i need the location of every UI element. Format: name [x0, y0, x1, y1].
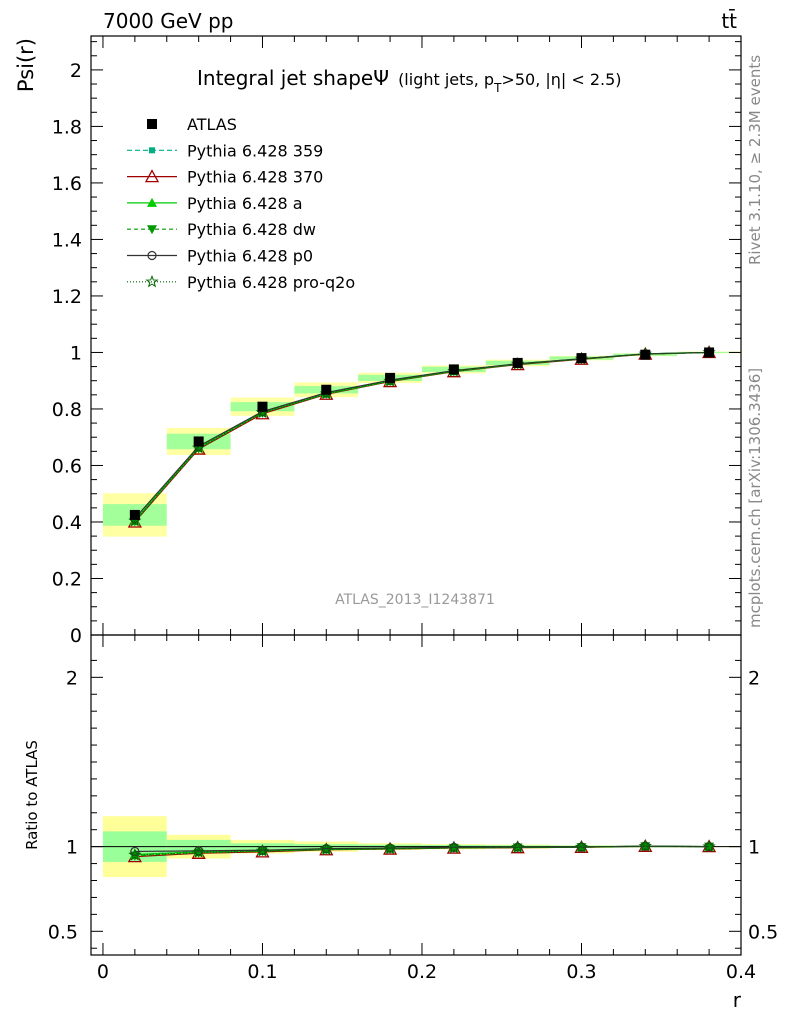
legend: ATLAS Pythia 6.428 359 Pythia 6.428 370 Pyt…	[127, 115, 355, 292]
ratio-series-4-point-0	[130, 846, 140, 857]
analysis-watermark: ATLAS_2013_I1243871	[335, 592, 495, 608]
data-point-6	[512, 357, 523, 368]
ratio-tick-label-2: 2	[66, 667, 78, 689]
ratio-tick-label-1: 1	[66, 837, 78, 859]
data-point-5	[448, 364, 459, 375]
y-tick-label-4: 0.8	[52, 399, 82, 421]
ratio-series-line-4	[134, 845, 710, 853]
ratio-series-5-point-8	[638, 839, 652, 852]
legend-label-6: Pythia 6.428 pro-q2o	[187, 273, 355, 292]
ratio-series-5-point-0	[128, 848, 142, 861]
legend-label-2: Pythia 6.428 370	[187, 168, 323, 187]
ratio-series-5-point-3	[319, 842, 333, 855]
x-tick-label-4: 0.4	[726, 961, 756, 983]
ratio-series-5-point-9	[702, 839, 716, 853]
ratio-series-5-point-2	[255, 844, 270, 857]
chart-title-sub-subscript: T	[493, 81, 502, 95]
series-line-4	[134, 351, 710, 519]
data-point-8	[640, 349, 651, 360]
chart-title-sub-suffix: >50, |η| < 2.5)	[501, 70, 621, 89]
data-point-3	[321, 384, 332, 395]
header-process-label: tt̄	[721, 8, 737, 33]
data-point-9	[704, 347, 715, 358]
legend-label-5: Pythia 6.428 p0	[187, 247, 313, 266]
axes-group: 0 0.2 0.4 0.6 0.8 1 1.2 1.4 1.6 1.8 2 0 0.1 0.2 0.3 0.4…	[48, 35, 778, 983]
y-tick-label-1: 0.2	[52, 568, 82, 590]
legend-label-4: Pythia 6.428 dw	[187, 220, 316, 239]
data-point-4	[385, 372, 396, 383]
legend-marker-5	[147, 250, 157, 261]
ratio-y-axis-title: Ratio to ATLAS	[23, 740, 41, 850]
y-tick-label-3: 0.6	[52, 455, 82, 477]
legend-label-0: ATLAS	[187, 115, 237, 134]
legend-marker-1	[149, 147, 155, 154]
legend-marker-0	[147, 119, 157, 129]
data-point-2	[257, 401, 268, 412]
ratio-tick-label-right-2: 2	[748, 667, 760, 689]
x-tick-label-0: 0	[97, 961, 109, 983]
ratio-frame	[90, 634, 742, 956]
ratio-series-5-point-1	[192, 845, 206, 858]
ratio-tick-label-0: 0.5	[48, 921, 78, 943]
y-tick-label-6: 1.2	[52, 286, 82, 308]
ratio-series-5-point-4	[383, 841, 397, 855]
ratio-series-4-point-8	[640, 841, 650, 851]
data-point-7	[576, 353, 587, 364]
y-tick-label-8: 1.6	[52, 173, 82, 195]
ratio-series-5-point-6	[511, 840, 525, 853]
x-axis-title: r	[733, 988, 742, 1012]
y-tick-label-2: 0.4	[52, 512, 82, 534]
x-tick-label-3: 0.3	[566, 961, 596, 983]
legend-marker-4	[147, 225, 157, 235]
mcplots-label: mcplots.cern.ch [arXiv:1306.3436]	[746, 368, 764, 628]
y-tick-label-10: 2	[70, 60, 82, 82]
x-tick-label-1: 0.1	[247, 961, 277, 983]
chart-title-sub-prefix: (light jets, p	[398, 70, 494, 89]
main-series-group	[127, 345, 717, 528]
chart-title-main: Integral jet shapeΨ	[197, 66, 389, 90]
ratio-series-5-point-5	[447, 840, 461, 854]
ratio-tick-label-right-0: 0.5	[748, 921, 778, 943]
ratio-series-5-point-7	[574, 840, 589, 853]
y-tick-label-9: 1.8	[52, 116, 82, 138]
series-line-5	[134, 351, 710, 522]
legend-label-1: Pythia 6.428 359	[187, 141, 323, 160]
data-point-1	[193, 436, 204, 447]
data-point-0	[129, 509, 140, 520]
legend-marker-6	[145, 274, 159, 288]
y-tick-label-0: 0	[70, 625, 82, 647]
chart-title: Integral jet shapeΨ (light jets, pT>50, …	[197, 66, 622, 95]
legend-label-3: Pythia 6.428 a	[187, 194, 303, 213]
y-axis-title: Psi(r)	[14, 38, 38, 92]
rivet-version-label: Rivet 3.1.10, ≥ 2.3M events	[746, 55, 764, 265]
y-tick-label-7: 1.4	[52, 229, 82, 251]
ratio-series-group	[91, 838, 741, 863]
legend-marker-3	[147, 197, 157, 207]
x-tick-label-2: 0.2	[407, 961, 437, 983]
ratio-tick-label-right-1: 1	[748, 837, 760, 859]
y-tick-label-5: 1	[70, 342, 82, 364]
header-energy-label: 7000 GeV pp	[103, 9, 234, 33]
legend-marker-2	[144, 169, 160, 183]
